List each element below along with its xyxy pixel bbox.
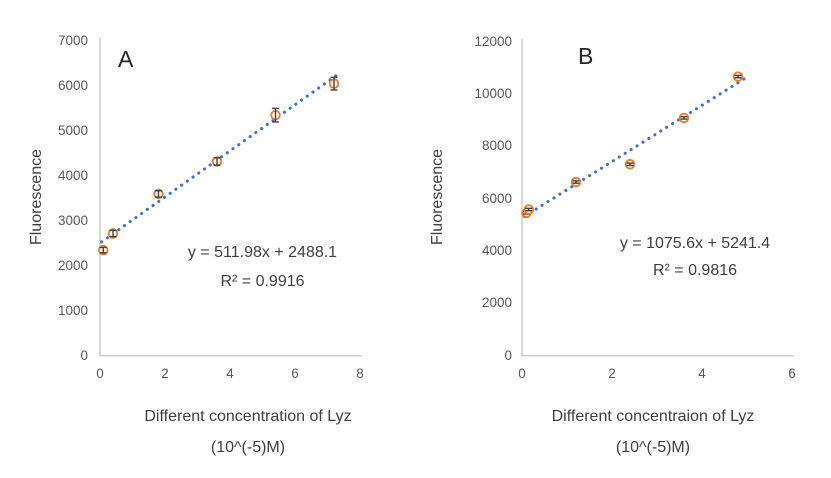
y-tick-label-B: 4000 <box>481 242 512 258</box>
y-tick-label-A: 1000 <box>57 302 88 318</box>
x-axis-title-a-line1: Different concentration of Lyz <box>144 408 352 425</box>
panel-label-a: A <box>118 46 134 72</box>
trendline-B <box>522 75 749 218</box>
trendline-A <box>100 70 343 244</box>
x-tick-label-A: 4 <box>226 366 234 381</box>
equation-text-a: y = 511.98x + 2488.1 <box>187 244 338 261</box>
y-tick-label-B: 0 <box>504 347 512 363</box>
y-tick-label-A: 2000 <box>57 257 88 273</box>
panel-label-b: B <box>578 43 594 69</box>
x-tick-label-A: 6 <box>291 366 299 381</box>
x-tick-label-B: 2 <box>608 366 616 381</box>
equation-block-a: y = 511.98x + 2488.1 R² = 0.9916 <box>150 238 375 296</box>
y-tick-label-A: 4000 <box>57 167 88 183</box>
x-tick-label-B: 6 <box>788 366 796 381</box>
y-tick-label-B: 12000 <box>474 33 512 49</box>
y-tick-label-A: 6000 <box>57 77 88 93</box>
y-tick-label-A: 0 <box>80 347 88 363</box>
x-tick-label-A: 8 <box>356 366 364 381</box>
x-axis-title-a-line2: (10^(-5)M) <box>210 439 286 456</box>
x-axis-title-b-line1: Different concentraion of Lyz <box>551 408 755 425</box>
y-tick-label-B: 2000 <box>481 295 512 311</box>
y-tick-label-A: 7000 <box>57 32 88 48</box>
r-squared-text-a: R² = 0.9916 <box>220 273 305 290</box>
x-axis-title-b-line2: (10^(-5)M) <box>615 439 691 456</box>
x-tick-label-A: 2 <box>161 366 169 381</box>
x-tick-label-A: 0 <box>96 366 104 381</box>
y-tick-label-A: 5000 <box>57 122 88 138</box>
equation-text-b: y = 1075.6x + 5241.4 <box>619 235 771 252</box>
x-tick-label-B: 0 <box>518 366 526 381</box>
x-tick-label-B: 4 <box>698 366 706 381</box>
y-tick-label-B: 6000 <box>481 190 512 206</box>
y-tick-label-A: 3000 <box>57 212 88 228</box>
x-axis-title-a: Different concentration of Lyz (10^(-5)M… <box>103 401 393 463</box>
y-tick-label-B: 10000 <box>474 85 512 101</box>
y-tick-label-B: 8000 <box>481 138 512 154</box>
equation-block-b: y = 1075.6x + 5241.4 R² = 0.9816 <box>580 230 810 284</box>
x-axis-title-b: Different concentraion of Lyz (10^(-5)M) <box>508 401 798 463</box>
r-squared-text-b: R² = 0.9816 <box>652 262 738 279</box>
